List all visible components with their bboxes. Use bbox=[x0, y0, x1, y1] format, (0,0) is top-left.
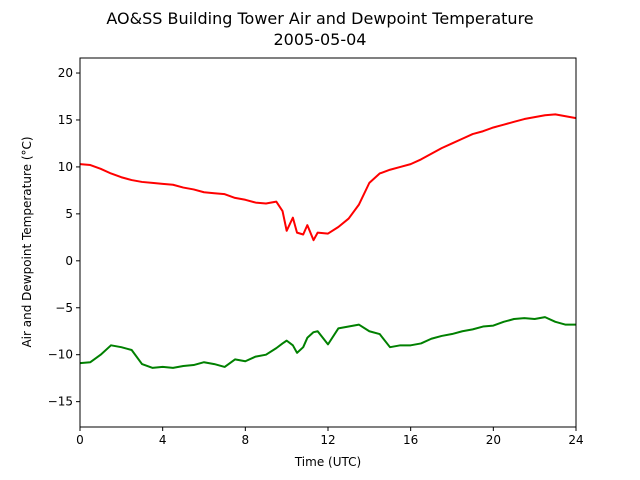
y-tick-label: 5 bbox=[65, 207, 73, 221]
x-tick-label: 24 bbox=[568, 433, 583, 447]
x-tick-label: 0 bbox=[76, 433, 84, 447]
series-line bbox=[79, 316, 576, 369]
y-tick-label: −5 bbox=[55, 301, 73, 315]
y-tick-label: 20 bbox=[58, 66, 73, 80]
y-tick-label: −10 bbox=[48, 348, 73, 362]
series-line bbox=[79, 113, 577, 242]
x-axis-label: Time (UTC) bbox=[294, 455, 361, 469]
chart-subtitle: 2005-05-04 bbox=[274, 30, 367, 49]
x-tick-label: 4 bbox=[159, 433, 167, 447]
x-tick-label: 20 bbox=[486, 433, 501, 447]
y-axis-label: Air and Dewpoint Temperature (°C) bbox=[20, 136, 34, 347]
y-tick-label: −15 bbox=[48, 395, 73, 409]
x-tick-label: 8 bbox=[242, 433, 250, 447]
plot-frame bbox=[79, 57, 577, 428]
x-tick-label: 16 bbox=[403, 433, 418, 447]
x-tick-label: 12 bbox=[320, 433, 335, 447]
y-tick-label: 10 bbox=[58, 160, 73, 174]
chart-title: AO&SS Building Tower Air and Dewpoint Te… bbox=[106, 9, 533, 28]
y-tick-label: 0 bbox=[65, 254, 73, 268]
y-tick-label: 15 bbox=[58, 113, 73, 127]
